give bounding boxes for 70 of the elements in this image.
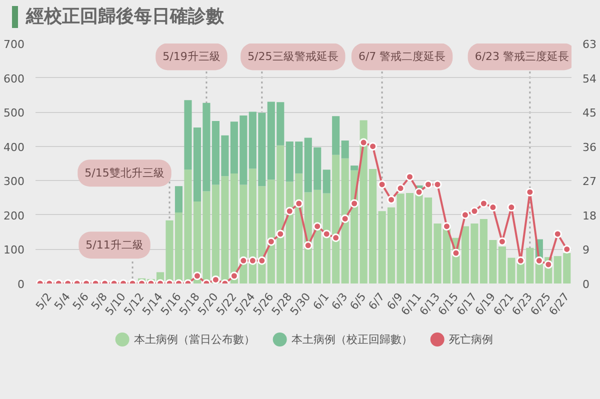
bar xyxy=(350,166,358,170)
point xyxy=(340,214,350,223)
point xyxy=(433,180,442,189)
point xyxy=(534,256,544,265)
y2-tick-label: 54 xyxy=(582,72,596,86)
point xyxy=(553,230,562,238)
ref-line-label: 6/23 警戒三度延長 xyxy=(474,50,570,64)
point xyxy=(516,256,525,265)
point xyxy=(239,256,248,265)
point xyxy=(368,142,378,151)
legend-label: 本土病例（校正回歸數） xyxy=(291,333,412,346)
point xyxy=(498,237,506,246)
point xyxy=(350,199,359,208)
point xyxy=(258,256,266,265)
ref-line-label: 5/25三級警戒延長 xyxy=(248,50,338,64)
point xyxy=(470,206,479,216)
point xyxy=(387,195,396,204)
point xyxy=(406,172,414,182)
y-tick-label: 400 xyxy=(4,140,25,154)
point xyxy=(460,210,470,220)
point xyxy=(452,248,460,258)
bar xyxy=(322,170,330,194)
point xyxy=(424,180,433,189)
y-tick-label: 300 xyxy=(4,175,25,188)
point xyxy=(442,222,451,231)
y-tick-label: 0 xyxy=(18,278,24,291)
legend-label: 死亡病例 xyxy=(448,333,493,346)
bar xyxy=(332,116,340,155)
y2-tick-label: 9 xyxy=(582,244,590,257)
point xyxy=(396,184,405,193)
point xyxy=(266,237,276,246)
y-tick-label: 600 xyxy=(4,72,25,86)
y-tick-label: 700 xyxy=(4,38,25,51)
y2-tick-label: 36 xyxy=(582,140,596,154)
point xyxy=(294,199,304,208)
point xyxy=(507,203,516,212)
point xyxy=(276,230,285,238)
y-tick-label: 100 xyxy=(4,244,25,257)
ref-line-label: 5/11升二級 xyxy=(86,238,144,252)
ref-line-label: 5/15雙北升三級 xyxy=(84,166,164,180)
y2-tick-label: 18 xyxy=(582,209,596,222)
point xyxy=(414,188,424,196)
bar xyxy=(341,140,349,158)
y-tick-label: 200 xyxy=(4,209,25,222)
point xyxy=(562,244,572,254)
y2-tick-label: 0 xyxy=(582,278,590,291)
y2-tick-label: 63 xyxy=(582,38,596,51)
bar xyxy=(174,186,183,213)
point xyxy=(378,180,386,189)
ref-line-label: 5/19升三級 xyxy=(162,50,220,64)
x-tick-label: 5/2 xyxy=(33,290,54,312)
point xyxy=(313,222,322,231)
point xyxy=(322,230,331,238)
y2-tick-label: 27 xyxy=(582,175,596,188)
point xyxy=(285,206,294,216)
point xyxy=(544,260,553,269)
point xyxy=(248,256,257,265)
legend-label: 本土病例（當日公布數） xyxy=(134,333,255,346)
ref-line-label: 6/7 警戒二度延長 xyxy=(358,50,446,64)
point xyxy=(526,188,534,196)
point xyxy=(332,234,340,242)
point xyxy=(479,199,488,208)
point xyxy=(304,241,312,250)
x-tick-label: 5/6 xyxy=(70,290,92,312)
x-tick-label: 5/4 xyxy=(52,290,73,312)
y-tick-label: 500 xyxy=(4,106,25,120)
point xyxy=(211,275,220,284)
point xyxy=(488,203,498,212)
y2-tick-label: 45 xyxy=(582,106,596,120)
chart-title: 經校正回歸後每日確診數 xyxy=(12,6,224,28)
